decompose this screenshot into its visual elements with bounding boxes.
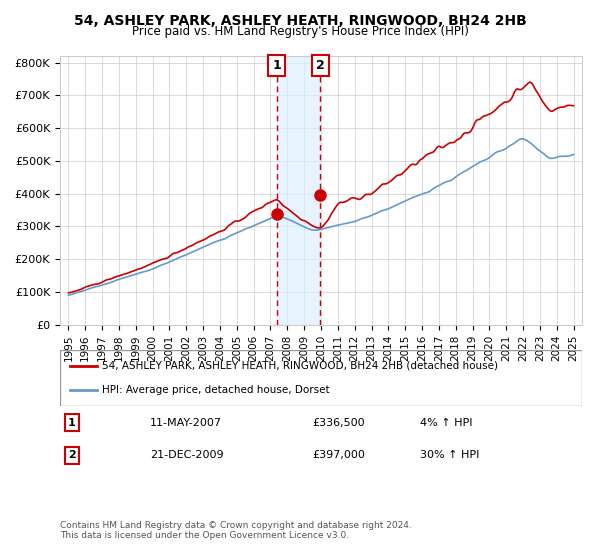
Text: 2: 2 <box>68 450 76 460</box>
Text: 11-MAY-2007: 11-MAY-2007 <box>150 418 222 428</box>
Text: 54, ASHLEY PARK, ASHLEY HEATH, RINGWOOD, BH24 2HB: 54, ASHLEY PARK, ASHLEY HEATH, RINGWOOD,… <box>74 14 526 28</box>
Text: 54, ASHLEY PARK, ASHLEY HEATH, RINGWOOD, BH24 2HB (detached house): 54, ASHLEY PARK, ASHLEY HEATH, RINGWOOD,… <box>102 361 498 371</box>
Text: £336,500: £336,500 <box>312 418 365 428</box>
Text: Price paid vs. HM Land Registry's House Price Index (HPI): Price paid vs. HM Land Registry's House … <box>131 25 469 38</box>
Text: 1: 1 <box>272 59 281 72</box>
Bar <box>277 56 320 325</box>
Text: 4% ↑ HPI: 4% ↑ HPI <box>420 418 473 428</box>
Text: Contains HM Land Registry data © Crown copyright and database right 2024.
This d: Contains HM Land Registry data © Crown c… <box>60 521 412 540</box>
Text: 2: 2 <box>316 59 325 72</box>
Text: 30% ↑ HPI: 30% ↑ HPI <box>420 450 479 460</box>
Text: 21-DEC-2009: 21-DEC-2009 <box>150 450 224 460</box>
Text: 1: 1 <box>68 418 76 428</box>
Text: £397,000: £397,000 <box>312 450 365 460</box>
Text: HPI: Average price, detached house, Dorset: HPI: Average price, detached house, Dors… <box>102 385 329 395</box>
